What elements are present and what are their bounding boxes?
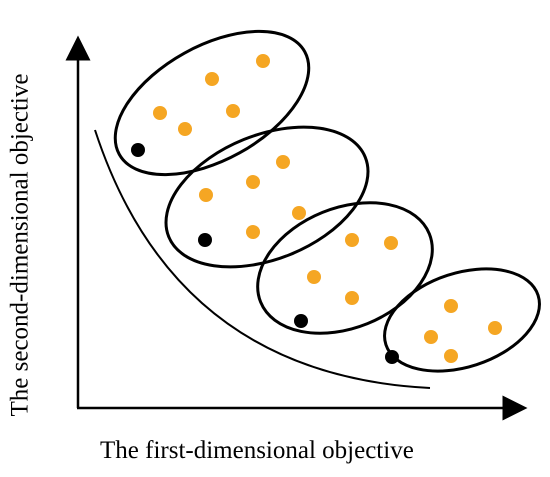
orange-point [345, 233, 359, 247]
cluster-2 [164, 125, 370, 269]
orange-point [246, 175, 260, 189]
orange-point [153, 106, 167, 120]
orange-point [292, 206, 306, 220]
orange-point [307, 270, 321, 284]
orange-point [276, 155, 290, 169]
orange-point [384, 236, 398, 250]
orange-point [424, 330, 438, 344]
black-point [294, 314, 308, 328]
front-curve [94, 129, 431, 389]
cluster-outline [383, 267, 541, 373]
cluster-3 [256, 201, 434, 335]
cluster-outline [256, 201, 434, 335]
orange-point [205, 72, 219, 86]
cluster-outline [164, 125, 370, 269]
orange-point [256, 54, 270, 68]
orange-point [199, 188, 213, 202]
black-point [198, 233, 212, 247]
orange-point [444, 299, 458, 313]
cluster-1 [113, 29, 311, 177]
cluster-outline [113, 29, 311, 177]
cluster-4 [383, 267, 541, 373]
y-axis-label: The second-dimensional objective [6, 73, 34, 417]
orange-point [444, 349, 458, 363]
orange-point [246, 225, 260, 239]
x-axis-label: The first-dimensional objective [100, 437, 414, 464]
orange-point [488, 321, 502, 335]
black-point [385, 350, 399, 364]
orange-point [345, 291, 359, 305]
orange-point [226, 104, 240, 118]
black-point [131, 143, 145, 157]
orange-point [178, 122, 192, 136]
